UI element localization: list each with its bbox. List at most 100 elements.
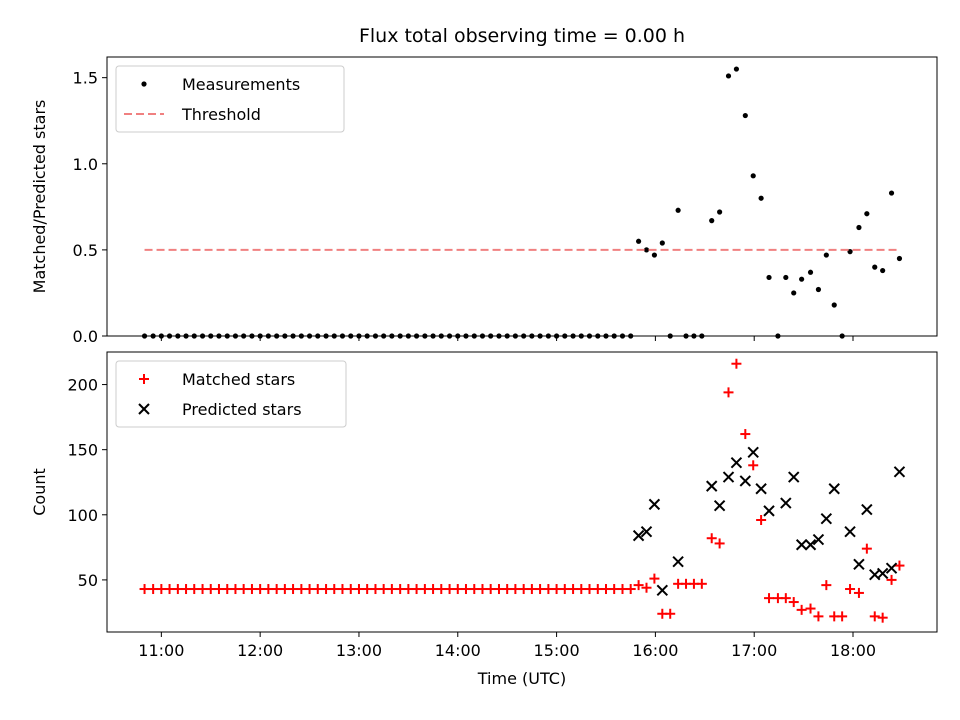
x-b <box>844 526 856 538</box>
matched-star-point <box>845 584 856 595</box>
x-b <box>780 497 792 509</box>
measurement-point <box>758 195 764 201</box>
measurement-point <box>888 190 895 196</box>
matched-star-point <box>894 560 905 571</box>
matched-star-point <box>813 611 824 622</box>
x-b <box>656 584 669 597</box>
predicted-star-point <box>672 555 684 568</box>
predicted-star-point <box>730 456 743 469</box>
x-tick-label: 15:00 <box>534 641 580 660</box>
x-b <box>648 498 661 511</box>
predicted-star-point <box>640 526 653 538</box>
predicted-star-point <box>885 562 898 574</box>
x-tick-label: 16:00 <box>632 641 678 660</box>
measurement-point <box>742 112 748 119</box>
matched-star-point <box>665 608 676 619</box>
measurement-point <box>675 207 681 213</box>
measurement-point <box>783 274 789 281</box>
x-b <box>788 471 800 483</box>
x-b <box>640 526 653 538</box>
top-panel: 0.0 0.5 1.0 1.5 Matched/Predicted stars Measu… <box>30 56 938 346</box>
legend: Measurements Threshold <box>115 65 345 133</box>
y-tick-label: 150 <box>67 441 98 460</box>
measurement-point <box>823 252 829 258</box>
predicted-star-point <box>722 471 735 483</box>
matched-star-point <box>706 533 717 544</box>
x-b <box>893 466 906 478</box>
legend-x-icon <box>138 403 150 415</box>
y-tick-label: 1.5 <box>73 69 98 88</box>
predicted-star-point <box>861 503 873 516</box>
x-b <box>820 512 833 525</box>
measurement-point <box>651 252 658 258</box>
predicted-star-point <box>780 497 792 509</box>
matched-star-point <box>796 604 807 615</box>
matched-star-point <box>877 612 888 623</box>
predicted-star-point <box>828 483 840 495</box>
x-b <box>739 475 752 487</box>
legend-label: Threshold <box>181 105 261 124</box>
measurement-point <box>847 249 853 255</box>
x-tick-label: 14:00 <box>435 641 481 660</box>
matched-star-point <box>869 611 880 622</box>
x-b <box>795 539 808 551</box>
legend-box <box>115 65 345 133</box>
matched-star-point <box>731 358 742 369</box>
predicted-star-point <box>648 498 661 511</box>
predicted-star-point <box>876 567 889 580</box>
matched-star-point <box>740 429 751 440</box>
legend: Matched stars Predicted stars <box>115 360 347 428</box>
measurement-point <box>659 240 665 246</box>
measurement-point <box>815 286 822 293</box>
measurement-point <box>725 73 732 79</box>
y-axis-label: Matched/Predicted stars <box>30 100 49 294</box>
y-tick-label: 0.0 <box>73 327 98 346</box>
x-b <box>763 505 775 517</box>
measurement-point <box>733 66 740 72</box>
predicted-star-point <box>804 539 817 551</box>
matched-star-point <box>837 611 848 622</box>
matched-star-point <box>696 578 707 589</box>
matched-star-point <box>723 387 734 398</box>
matched-star-point <box>780 593 791 604</box>
x-b <box>722 471 735 483</box>
y-tick-label: 50 <box>78 571 98 590</box>
y-tick-label: 1.0 <box>73 155 98 174</box>
y-tick-label: 0.5 <box>73 241 98 260</box>
measurement-point <box>717 209 723 215</box>
x-tick-label: 13:00 <box>336 641 382 660</box>
predicted-star-point <box>656 584 669 597</box>
x-b <box>828 483 840 495</box>
legend-dot-icon <box>141 81 147 87</box>
x-b <box>632 529 645 542</box>
measurement-point <box>864 211 870 217</box>
axes-frame <box>106 56 938 337</box>
x-b <box>861 503 873 516</box>
y-tick-label: 200 <box>67 376 98 395</box>
matched-star-point <box>886 574 897 585</box>
x-b <box>730 456 743 469</box>
predicted-star-point <box>853 558 865 570</box>
legend-label: Matched stars <box>182 370 295 389</box>
x-tick-label: 11:00 <box>138 641 184 660</box>
matched-star-point <box>714 538 725 549</box>
x-b <box>672 555 684 568</box>
matched-star-point <box>853 587 864 598</box>
matched-star-point <box>861 543 872 554</box>
measurement-point <box>807 269 814 275</box>
y-axis-label: Count <box>30 468 49 516</box>
x-b <box>812 533 825 546</box>
x-tick-label: 18:00 <box>830 641 876 660</box>
x-b <box>804 539 817 551</box>
legend-label: Predicted stars <box>182 400 302 419</box>
predicted-star-point <box>747 446 759 458</box>
matched-star-point <box>641 582 652 593</box>
predicted-star-point <box>812 533 825 546</box>
x-b <box>876 567 889 580</box>
y-tick-label: 100 <box>67 506 98 525</box>
predicted-star-point <box>795 539 808 551</box>
predicted-star-point <box>788 471 800 483</box>
matched-star-point <box>633 580 644 591</box>
predicted-star-point <box>706 480 718 492</box>
